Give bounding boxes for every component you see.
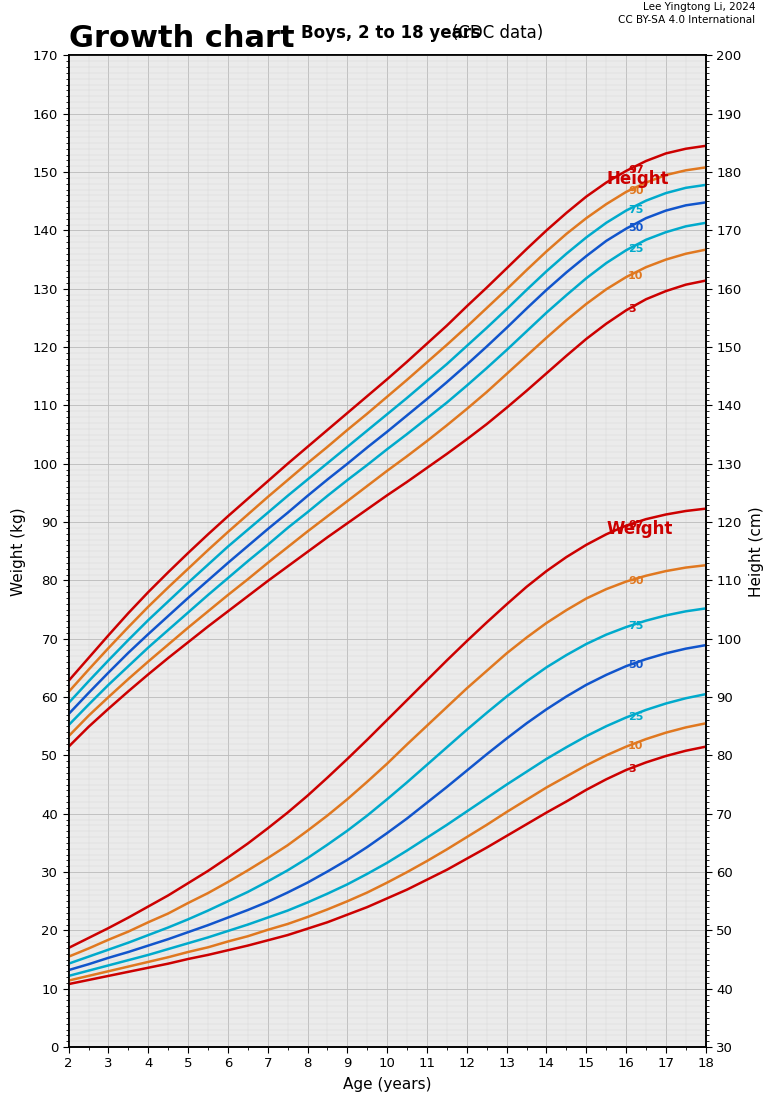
Text: 90: 90 xyxy=(628,186,644,196)
Text: 3: 3 xyxy=(628,765,636,774)
Text: 50: 50 xyxy=(628,660,643,670)
Text: 25: 25 xyxy=(628,711,643,721)
Text: Weight: Weight xyxy=(607,520,673,537)
Text: 90: 90 xyxy=(628,576,644,586)
X-axis label: Age (years): Age (years) xyxy=(343,1077,431,1092)
Y-axis label: Weight (kg): Weight (kg) xyxy=(11,507,26,595)
Text: (CDC data): (CDC data) xyxy=(452,24,544,42)
Text: Growth chart: Growth chart xyxy=(69,24,295,53)
Text: Height: Height xyxy=(607,170,668,187)
Text: 25: 25 xyxy=(628,244,643,254)
Y-axis label: Height (cm): Height (cm) xyxy=(749,506,763,596)
Text: 97: 97 xyxy=(628,165,644,175)
Text: 75: 75 xyxy=(628,205,643,215)
Text: 50: 50 xyxy=(628,223,643,233)
Text: Lee Yingtong Li, 2024
CC BY-SA 4.0 International: Lee Yingtong Li, 2024 CC BY-SA 4.0 Inter… xyxy=(618,2,755,25)
Text: 3: 3 xyxy=(628,305,636,315)
Text: 97: 97 xyxy=(628,520,644,530)
Text: 10: 10 xyxy=(628,271,643,281)
Text: 10: 10 xyxy=(628,741,643,751)
Text: 75: 75 xyxy=(628,622,643,632)
Text: Boys, 2 to 18 years: Boys, 2 to 18 years xyxy=(301,24,481,42)
